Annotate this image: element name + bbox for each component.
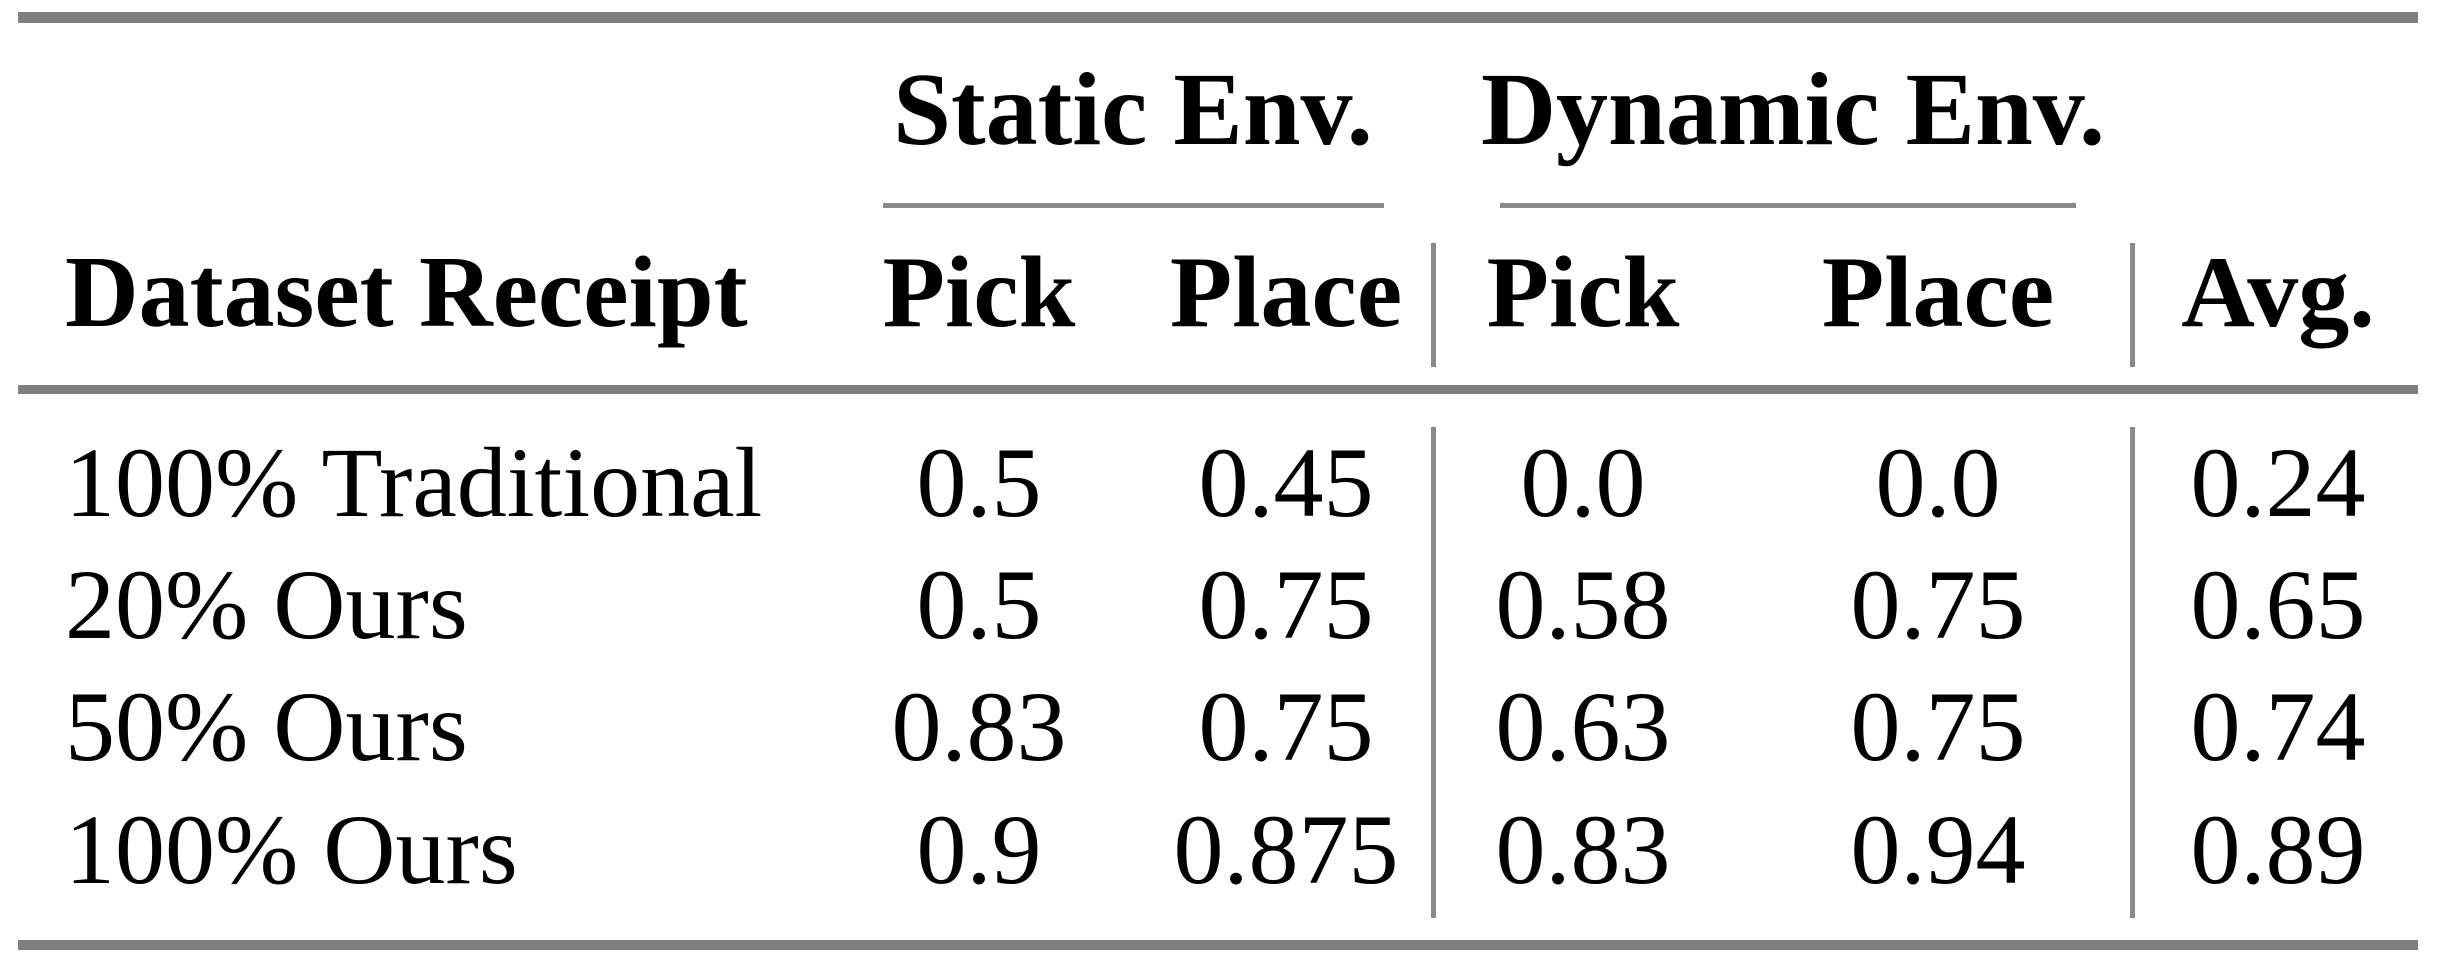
cmidrule-static-env [883,203,1384,208]
cell-value: 0.75 [1850,549,2026,660]
column-header-static-place: Place [1169,236,1403,349]
cell-value: 0.45 [1198,427,1374,538]
group-header-dynamic-env: Dynamic Env. [1480,52,2106,167]
cmidrule-dynamic-env [1500,203,2076,208]
vertical-rule-static-dynamic-header [1431,243,1436,367]
cell-value: 0.58 [1495,549,1671,660]
cell-value: 0.94 [1850,794,2026,905]
cell-value: 0.9 [916,794,1042,905]
cell-value: 0.65 [2190,549,2366,660]
row-label: 50% Ours [65,671,468,782]
column-header-static-pick: Pick [882,236,1076,349]
row-label: 20% Ours [65,549,468,660]
cell-value: 0.0 [1520,427,1646,538]
vertical-rule-avg-body [2130,427,2135,918]
cell-value: 0.5 [916,427,1042,538]
column-header-dynamic-pick: Pick [1486,236,1680,349]
vertical-rule-static-dynamic-body [1431,427,1436,918]
vertical-rule-avg-header [2130,243,2135,367]
top-rule [18,12,2418,23]
bottom-rule [18,940,2418,950]
cell-value: 0.83 [891,671,1067,782]
cell-value: 0.89 [2190,794,2366,905]
cell-value: 0.63 [1495,671,1671,782]
cell-value: 0.875 [1173,794,1399,905]
group-header-static-env: Static Env. [893,52,1373,167]
cell-value: 0.75 [1198,671,1374,782]
mid-rule [18,385,2418,394]
row-label: 100% Traditional [65,427,763,538]
cell-value: 0.5 [916,549,1042,660]
cell-value: 0.83 [1495,794,1671,905]
column-header-dataset-receipt: Dataset Receipt [65,236,748,349]
column-header-avg: Avg. [2181,236,2375,349]
cell-value: 0.75 [1198,549,1374,660]
cell-value: 0.75 [1850,671,2026,782]
cell-value: 0.0 [1875,427,2001,538]
cell-value: 0.24 [2190,427,2366,538]
column-header-dynamic-place: Place [1821,236,2055,349]
row-label: 100% Ours [65,794,518,905]
cell-value: 0.74 [2190,671,2366,782]
